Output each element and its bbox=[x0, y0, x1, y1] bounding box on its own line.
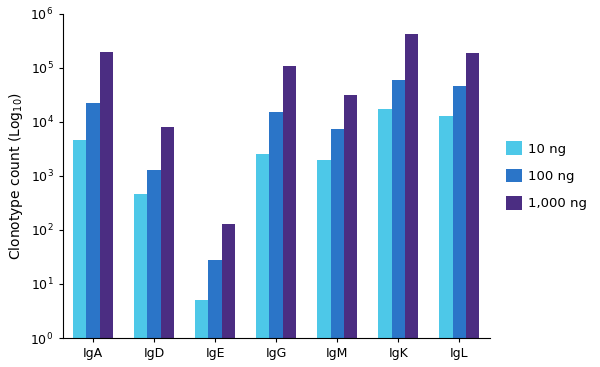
Bar bbox=[269, 112, 283, 367]
Bar bbox=[161, 127, 174, 367]
Bar bbox=[466, 53, 479, 367]
Bar bbox=[222, 224, 235, 367]
Bar bbox=[392, 80, 405, 367]
Bar bbox=[452, 86, 466, 367]
Bar bbox=[148, 170, 161, 367]
Bar bbox=[283, 66, 296, 367]
Bar bbox=[208, 260, 222, 367]
Bar bbox=[317, 160, 331, 367]
Bar bbox=[134, 194, 148, 367]
Bar bbox=[100, 51, 113, 367]
Bar bbox=[344, 95, 358, 367]
Bar bbox=[378, 109, 392, 367]
Bar bbox=[331, 128, 344, 367]
Y-axis label: Clonotype count (Log$_{10}$): Clonotype count (Log$_{10}$) bbox=[7, 92, 25, 260]
Bar bbox=[195, 300, 208, 367]
Bar bbox=[86, 103, 100, 367]
Bar bbox=[256, 155, 269, 367]
Bar bbox=[73, 139, 86, 367]
Legend: 10 ng, 100 ng, 1,000 ng: 10 ng, 100 ng, 1,000 ng bbox=[500, 136, 593, 216]
Bar bbox=[439, 116, 452, 367]
Bar bbox=[405, 34, 418, 367]
